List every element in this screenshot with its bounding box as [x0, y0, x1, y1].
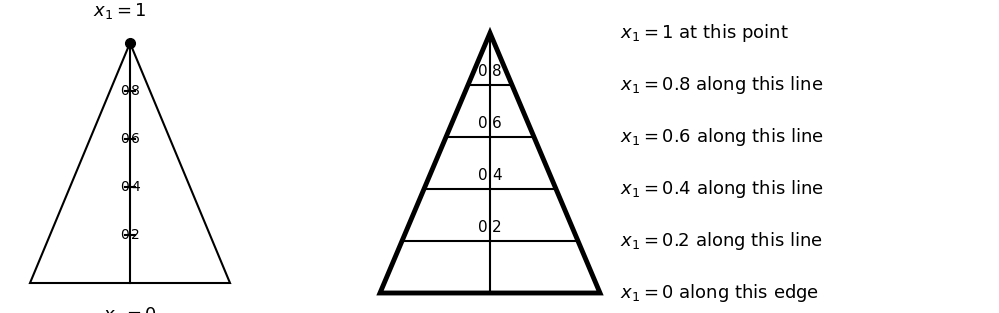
Text: $x_1 = 1$: $x_1 = 1$: [93, 1, 147, 21]
Text: 8: 8: [131, 84, 140, 98]
Text: 0: 0: [479, 116, 488, 131]
Text: 0: 0: [479, 220, 488, 235]
Text: 0: 0: [479, 64, 488, 80]
Text: 0: 0: [479, 168, 488, 183]
Text: $x_1 = 0.6$ along this line: $x_1 = 0.6$ along this line: [620, 126, 824, 148]
Text: 0: 0: [120, 228, 129, 242]
Text: $x_1 = 0$: $x_1 = 0$: [103, 305, 157, 313]
Text: 0: 0: [120, 84, 129, 98]
Text: 0: 0: [120, 132, 129, 146]
Text: 8: 8: [492, 64, 501, 80]
Text: $x_1 = 0.8$ along this line: $x_1 = 0.8$ along this line: [620, 74, 823, 96]
Text: 4: 4: [131, 180, 140, 194]
Text: $x_1 = 0$ along this edge: $x_1 = 0$ along this edge: [620, 282, 819, 304]
Text: $x_1 = 0.4$ along this line: $x_1 = 0.4$ along this line: [620, 178, 824, 200]
Text: $x_1 = 1$ at this point: $x_1 = 1$ at this point: [620, 22, 789, 44]
Text: 2: 2: [492, 220, 501, 235]
Text: 0: 0: [120, 180, 129, 194]
Text: 6: 6: [131, 132, 140, 146]
Text: 2: 2: [131, 228, 140, 242]
Text: $x_1 = 0.2$ along this line: $x_1 = 0.2$ along this line: [620, 230, 823, 252]
Text: 4: 4: [492, 168, 501, 183]
Text: 6: 6: [492, 116, 501, 131]
